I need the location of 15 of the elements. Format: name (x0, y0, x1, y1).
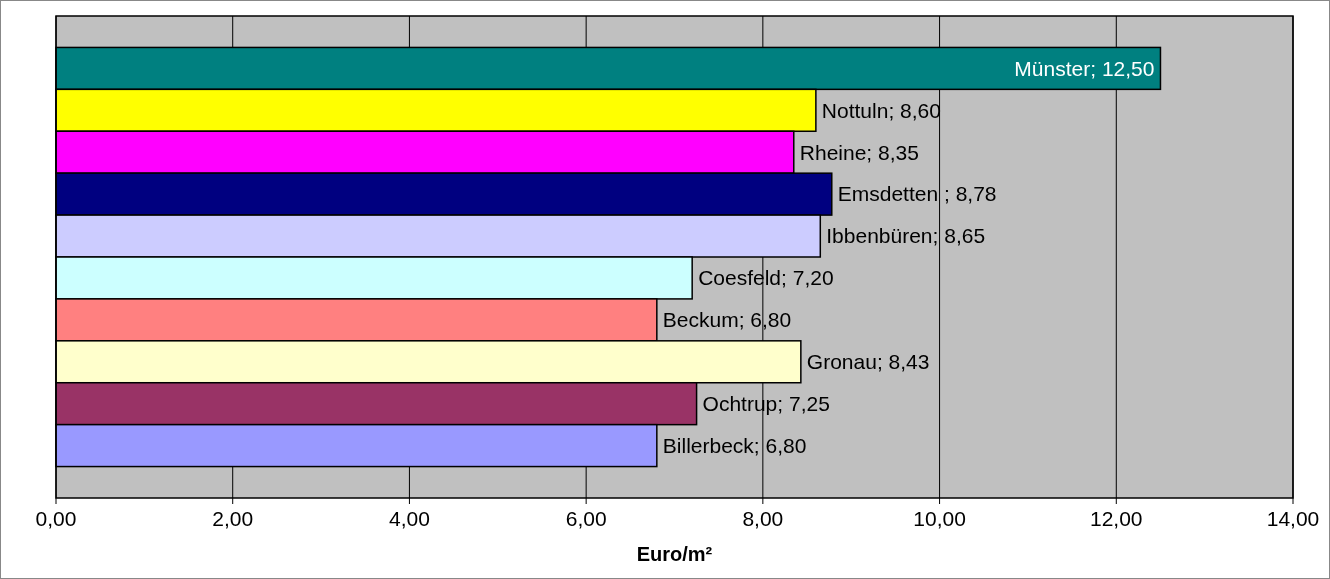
x-tick-label: 8,00 (742, 507, 784, 530)
data-label: Gronau; 8,43 (806, 350, 930, 374)
x-tick-label: 6,00 (565, 507, 607, 530)
data-label: Emsdetten ; 8,78 (837, 182, 997, 206)
data-label: Münster; 12,50 (1014, 56, 1155, 80)
x-tick-label: 4,00 (388, 507, 430, 530)
x-tick-label: 12,00 (1090, 507, 1143, 530)
x-tick-label: 2,00 (212, 507, 254, 530)
x-tick-label: 0,00 (35, 507, 77, 530)
x-tick-label: 14,00 (1266, 507, 1320, 530)
data-label: Billerbeck; 6,80 (662, 433, 807, 457)
data-label: Rheine; 8,35 (799, 140, 919, 164)
x-axis-title: Euro/m² (636, 543, 713, 565)
data-label: Ibbenbüren; 8,65 (826, 224, 986, 248)
x-tick-label: 10,00 (913, 507, 966, 530)
